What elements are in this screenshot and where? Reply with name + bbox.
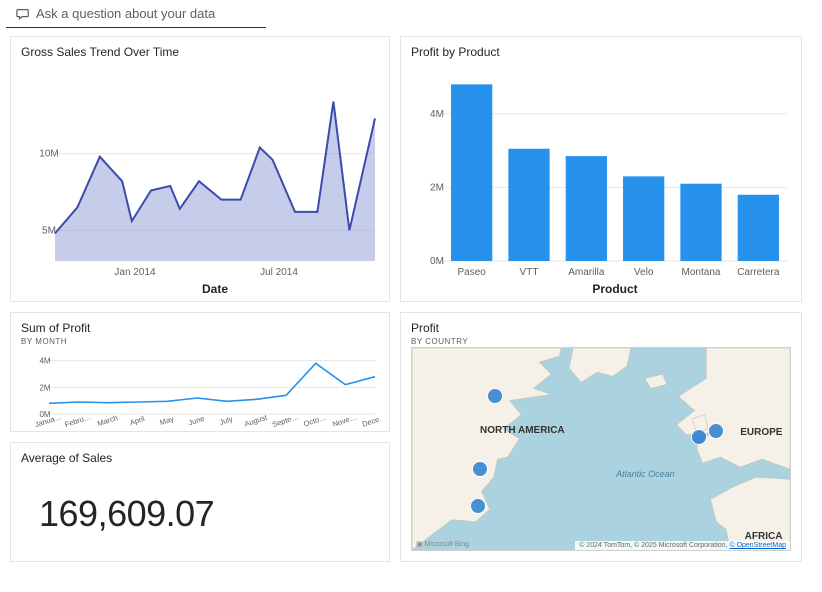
svg-text:March: March xyxy=(96,413,119,428)
svg-text:5M: 5M xyxy=(42,225,56,236)
map-label-ocean: Atlantic Ocean xyxy=(616,469,675,479)
bar-amarilla[interactable] xyxy=(566,156,607,261)
card-value: 169,609.07 xyxy=(39,493,379,535)
area-chart: 5M 10M Jan 2014 Jul 2014 Date xyxy=(21,61,381,299)
svg-text:July: July xyxy=(218,414,234,427)
map-label-north-america: NORTH AMERICA xyxy=(480,425,565,436)
svg-text:Montana: Montana xyxy=(682,267,721,278)
svg-text:Paseo: Paseo xyxy=(457,267,486,278)
svg-text:Dece…: Dece… xyxy=(361,412,381,428)
chat-icon xyxy=(16,7,30,21)
svg-text:June: June xyxy=(187,414,205,428)
tile-title: Gross Sales Trend Over Time xyxy=(21,45,379,59)
svg-text:0M: 0M xyxy=(430,256,444,267)
map-land xyxy=(412,348,790,550)
tile-sum-of-profit[interactable]: Sum of Profit By Month 0M2M4MJanua…Febru… xyxy=(10,312,390,432)
svg-text:2M: 2M xyxy=(39,383,50,392)
svg-text:4M: 4M xyxy=(430,109,444,120)
svg-text:4M: 4M xyxy=(39,357,50,366)
svg-text:Product: Product xyxy=(592,282,637,296)
svg-text:Velo: Velo xyxy=(634,267,654,278)
tile-title: Profit by Product xyxy=(411,45,791,59)
line-chart: 0M2M4MJanua…Febru…MarchAprilMayJuneJulyA… xyxy=(21,350,381,432)
map-canvas[interactable]: NORTH AMERICA EUROPE AFRICA Atlantic Oce… xyxy=(411,347,791,551)
tile-title: Profit xyxy=(411,321,791,335)
map-provider-logo: ▣ Microsoft Bing xyxy=(416,540,469,548)
tile-title: Average of Sales xyxy=(21,451,379,465)
map-bubble[interactable] xyxy=(472,461,488,477)
svg-text:Jan 2014: Jan 2014 xyxy=(114,267,156,278)
svg-text:Carretera: Carretera xyxy=(737,267,780,278)
svg-text:VTT: VTT xyxy=(520,267,539,278)
svg-text:April: April xyxy=(129,414,146,427)
tile-gross-sales-trend[interactable]: Gross Sales Trend Over Time 5M 10M Jan 201… xyxy=(10,36,390,302)
svg-text:Amarilla: Amarilla xyxy=(568,267,605,278)
map-bubble[interactable] xyxy=(708,423,724,439)
svg-text:Febru…: Febru… xyxy=(64,412,93,429)
map-bubble[interactable] xyxy=(470,498,486,514)
tile-profit-by-country[interactable]: Profit By Country NORTH AMERICA EUROPE A… xyxy=(400,312,802,562)
map-attribution: © 2024 TomTom, © 2025 Microsoft Corporat… xyxy=(575,541,790,550)
map-label-europe: EUROPE xyxy=(740,427,782,438)
svg-text:Septe…: Septe… xyxy=(271,412,300,429)
svg-text:August: August xyxy=(243,412,269,428)
tile-average-sales[interactable]: Average of Sales 169,609.07 xyxy=(10,442,390,562)
bar-velo[interactable] xyxy=(623,176,664,261)
qna-input[interactable]: Ask a question about your data xyxy=(6,2,266,28)
osm-link[interactable]: © OpenStreetMap xyxy=(729,542,786,549)
svg-text:2M: 2M xyxy=(430,182,444,193)
map-bubble[interactable] xyxy=(487,388,503,404)
tile-title: Sum of Profit xyxy=(21,321,379,335)
bar-montana[interactable] xyxy=(680,184,721,261)
map-bubble[interactable] xyxy=(691,429,707,445)
tile-subtitle: By Month xyxy=(21,337,379,346)
svg-text:Nove…: Nove… xyxy=(331,412,358,428)
qna-placeholder: Ask a question about your data xyxy=(36,6,215,21)
svg-text:Octo…: Octo… xyxy=(302,413,327,429)
svg-text:10M: 10M xyxy=(39,149,58,160)
dashboard-grid: Gross Sales Trend Over Time 5M 10M Jan 201… xyxy=(0,28,822,572)
bar-paseo[interactable] xyxy=(451,84,492,261)
bar-chart: 0M 2M 4M Paseo VTT Amarilla Velo Montana Carrete… xyxy=(411,61,793,299)
svg-text:Jul 2014: Jul 2014 xyxy=(260,267,298,278)
tile-profit-by-product[interactable]: Profit by Product 0M 2M 4M Paseo VTT Amarilla… xyxy=(400,36,802,302)
bar-carretera[interactable] xyxy=(738,195,779,261)
svg-text:Date: Date xyxy=(202,282,228,296)
svg-text:May: May xyxy=(159,414,175,427)
bar-vtt[interactable] xyxy=(508,149,549,261)
tile-subtitle: By Country xyxy=(411,337,791,346)
